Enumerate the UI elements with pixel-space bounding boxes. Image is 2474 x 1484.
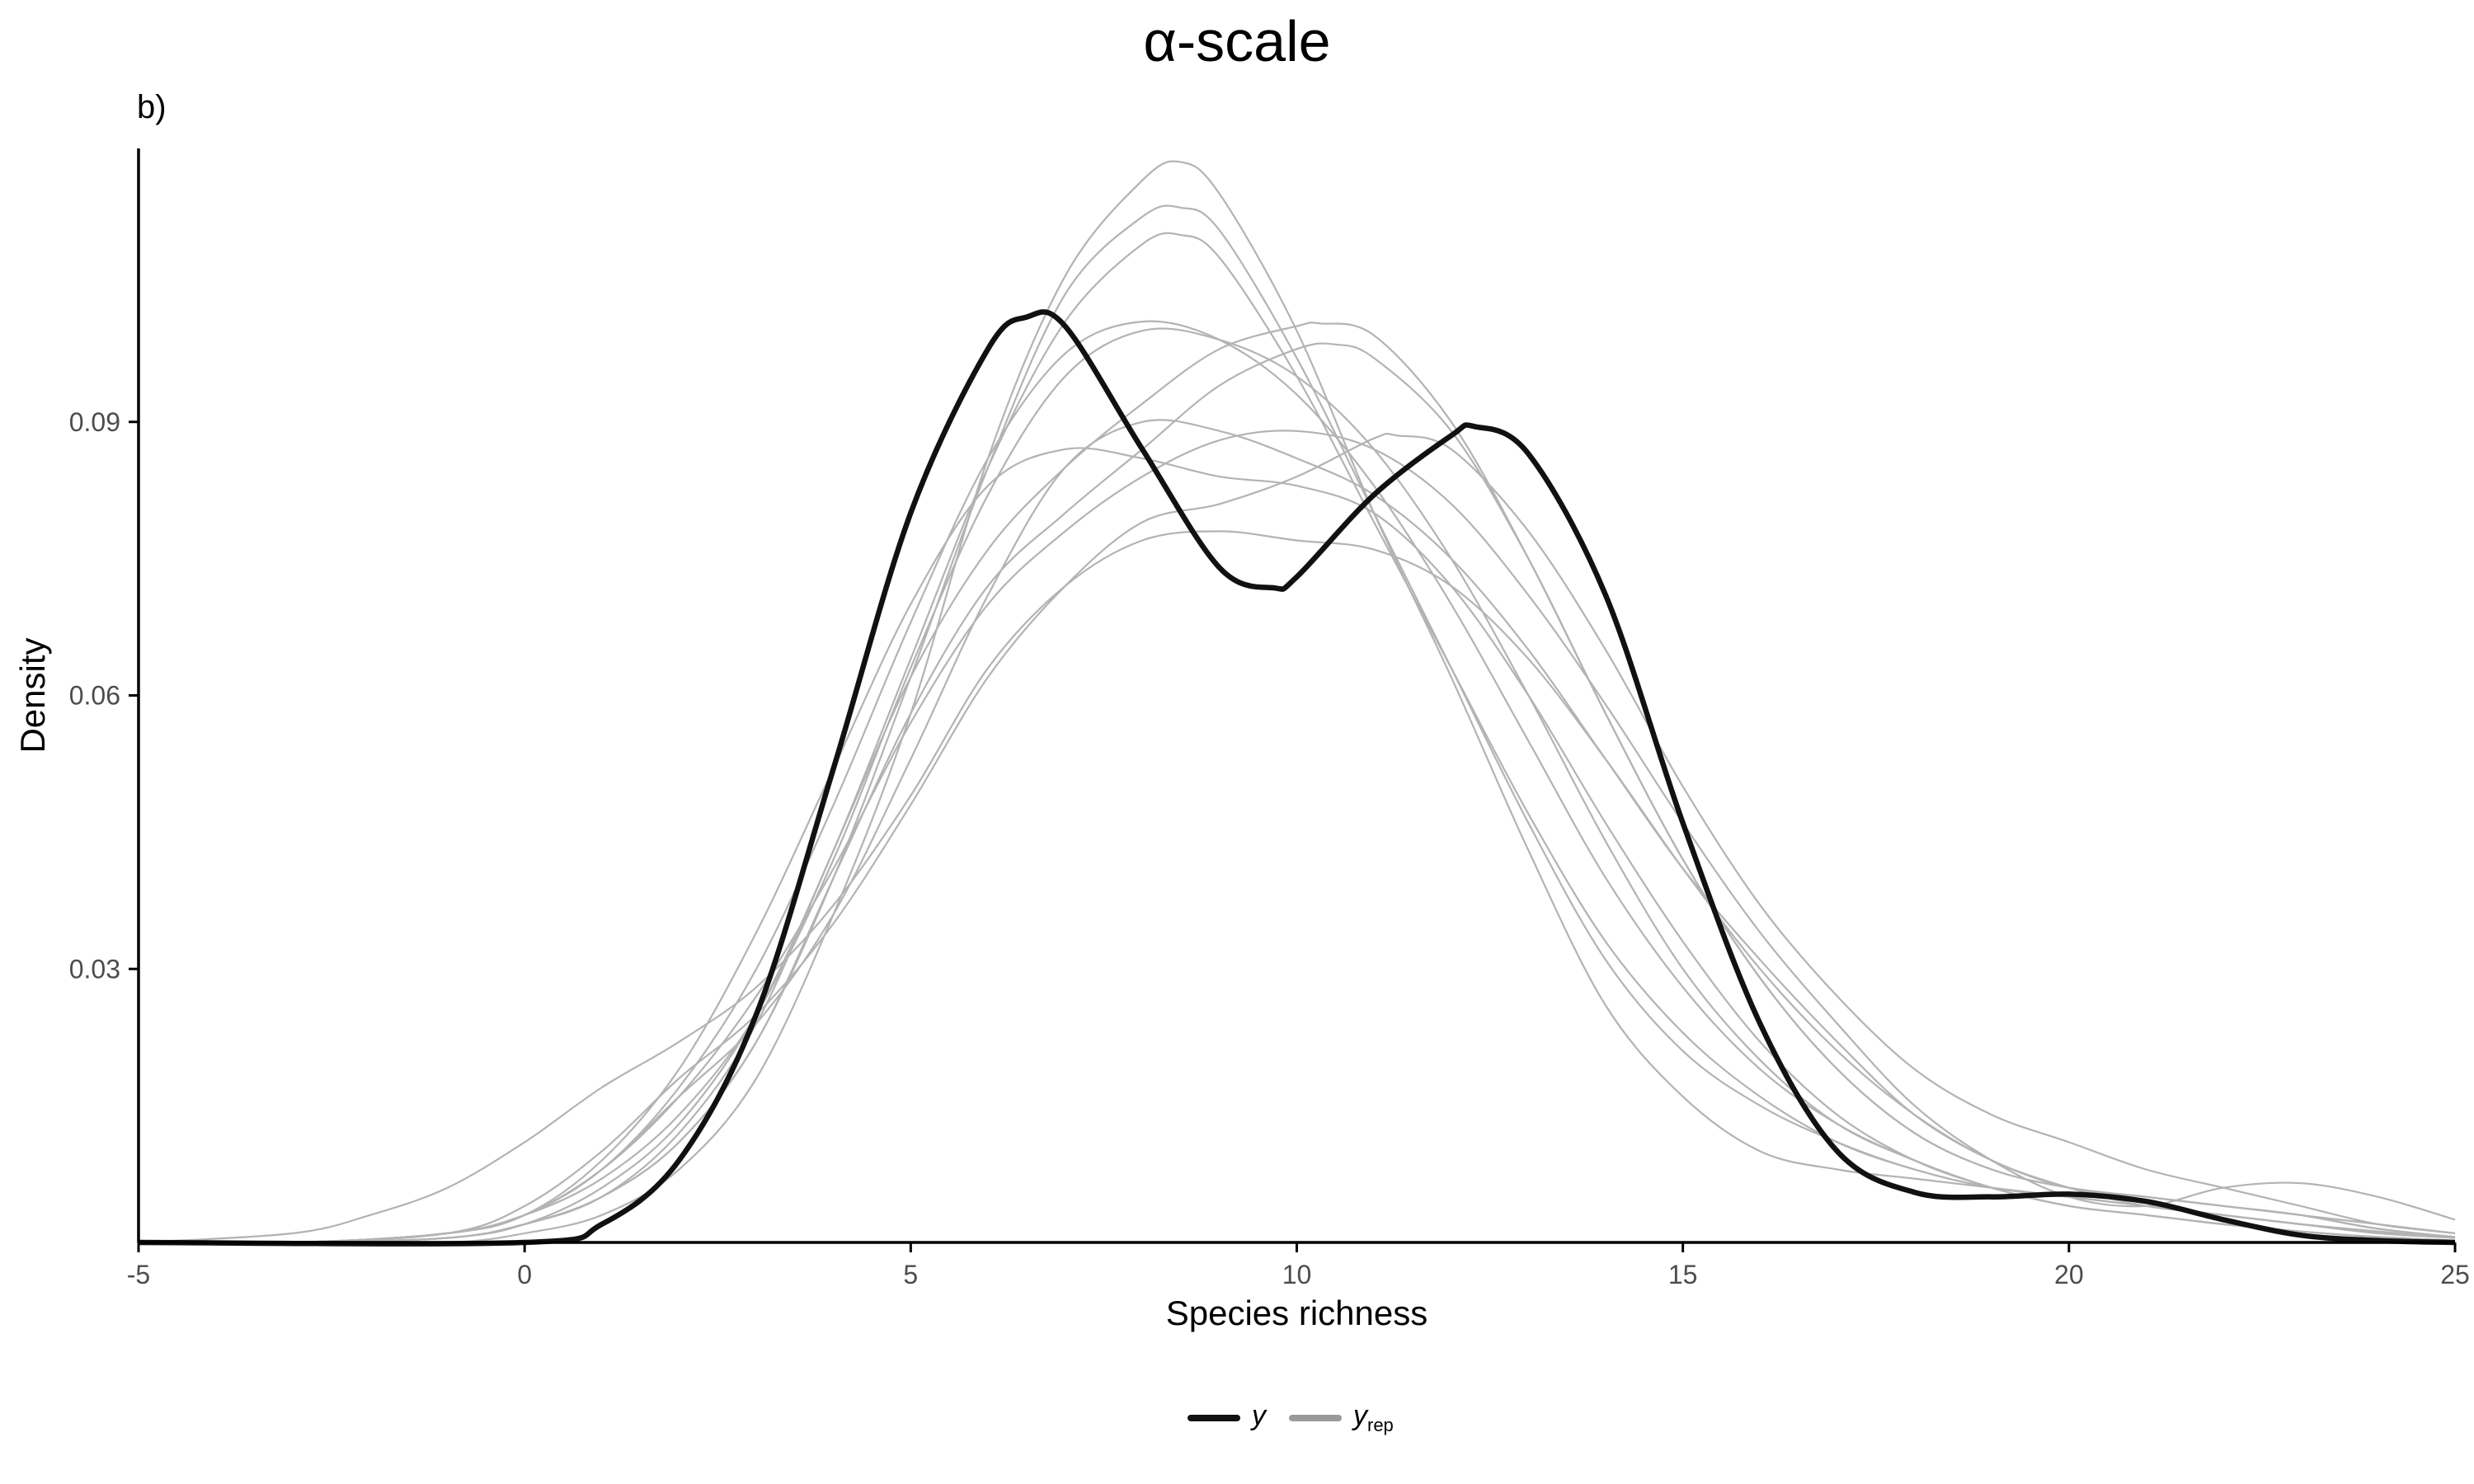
- yrep-density-line-12: [138, 419, 2456, 1244]
- yrep-density-line-11: [138, 430, 2456, 1244]
- x-tick-label: 10: [1282, 1260, 1312, 1289]
- x-tick-label: 0: [517, 1260, 532, 1289]
- legend: y yrep: [1188, 1393, 1417, 1443]
- legend-key-yrep: [1289, 1415, 1342, 1421]
- x-tick-label: 15: [1668, 1260, 1698, 1289]
- yrep-density-line-5: [138, 320, 2456, 1244]
- y-axis-label: Density: [13, 637, 52, 753]
- chart-title: α-scale: [1143, 9, 1331, 73]
- yrep-density-line-10: [138, 530, 2456, 1244]
- x-tick-label: 20: [2054, 1260, 2084, 1289]
- y-tick-label: 0.06: [69, 681, 120, 711]
- yrep-density-line-7: [138, 342, 2456, 1244]
- yrep-density-line-4: [138, 327, 2456, 1244]
- y-tick-label: 0.03: [69, 954, 120, 984]
- yrep-density-line-3: [138, 232, 2456, 1244]
- yrep-density-line-9: [138, 432, 2456, 1244]
- y-density-line: [138, 309, 2456, 1247]
- legend-label-y: y: [1252, 1400, 1266, 1432]
- yrep-density-line-1: [138, 160, 2456, 1244]
- yrep-density-line-8: [138, 322, 2456, 1244]
- axes-layer: -5 0 5 10 15 20 25 0.03 0.06 0.09 Species richness…: [13, 148, 2470, 1332]
- curve-layer: [138, 160, 2456, 1247]
- panel-tag: b): [137, 89, 167, 125]
- x-tick-label: -5: [127, 1260, 150, 1289]
- x-axis-label: Species richness: [1166, 1294, 1427, 1332]
- x-tick-label: 5: [903, 1260, 918, 1289]
- y-tick-label: 0.09: [69, 407, 120, 437]
- legend-label-yrep: yrep: [1353, 1400, 1394, 1435]
- yrep-density-line-2: [138, 204, 2456, 1244]
- x-tick-label: 25: [2440, 1260, 2470, 1289]
- yrep-density-line-6: [138, 447, 2456, 1244]
- legend-key-y: [1188, 1415, 1240, 1421]
